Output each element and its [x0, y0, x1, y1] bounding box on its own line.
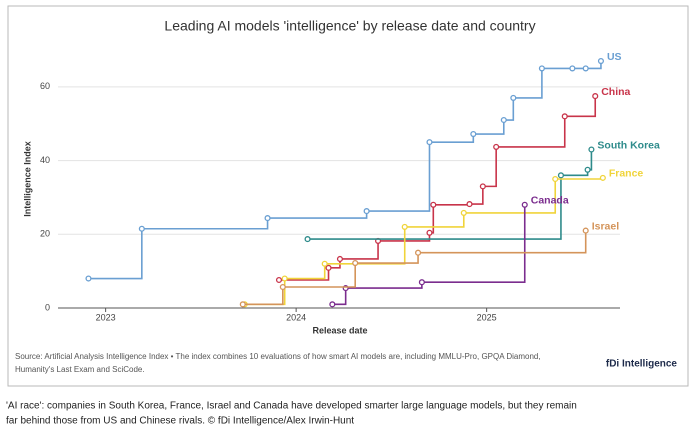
y-tick-label: 60 — [40, 81, 50, 91]
x-axis-label: Release date — [312, 325, 367, 335]
y-tick-label: 0 — [45, 302, 50, 312]
point — [466, 201, 473, 208]
logo: fDi Intelligence — [606, 359, 678, 370]
step-line — [307, 149, 593, 240]
point — [552, 175, 559, 183]
series-label: France — [609, 168, 644, 180]
point — [264, 215, 271, 222]
source-note: Source: Artificial Analysis Intelligence… — [15, 352, 541, 361]
point — [329, 301, 336, 308]
y-tick-label: 40 — [40, 155, 50, 165]
point — [592, 93, 599, 100]
source-note: Humanity's Last Exam and SciCode. — [15, 365, 145, 374]
point — [304, 236, 311, 243]
point — [561, 113, 568, 120]
point — [588, 146, 595, 153]
point — [479, 183, 486, 190]
point — [281, 275, 288, 282]
point — [401, 223, 408, 230]
point — [460, 209, 467, 216]
step-line — [332, 204, 526, 306]
point — [85, 275, 92, 282]
point — [325, 264, 332, 271]
point — [470, 130, 477, 138]
caption: 'AI race': companies in South Korea, Fra… — [6, 401, 577, 412]
y-tick-label: 20 — [40, 229, 50, 239]
point — [584, 166, 591, 173]
point — [430, 201, 437, 208]
point — [275, 276, 283, 284]
series-label: South Korea — [597, 139, 660, 151]
y-axis-label: Intelligence Index — [22, 141, 32, 217]
x-tick-label: 2025 — [477, 312, 497, 322]
point — [521, 201, 528, 208]
point — [582, 65, 589, 72]
point — [569, 65, 576, 72]
series-label: Canada — [531, 195, 569, 207]
x-tick-label: 2024 — [286, 312, 306, 322]
x-tick-label: 2023 — [96, 312, 116, 322]
point — [363, 208, 370, 215]
point — [557, 172, 564, 179]
series-label: US — [607, 51, 622, 63]
point — [597, 58, 604, 65]
point — [493, 143, 500, 150]
series-label: Israel — [592, 220, 620, 232]
point — [279, 283, 286, 291]
point — [138, 225, 145, 232]
point — [426, 139, 433, 146]
point — [599, 174, 606, 181]
point — [538, 65, 545, 72]
point — [321, 260, 328, 267]
series-label: China — [601, 86, 630, 98]
point — [418, 279, 425, 286]
point — [500, 116, 507, 124]
chart-title: Leading AI models 'intelligence' by rele… — [164, 18, 535, 34]
point — [352, 259, 359, 267]
point — [239, 301, 246, 308]
caption: far behind those from US and Chinese riv… — [6, 416, 354, 427]
point — [426, 229, 433, 236]
point — [415, 249, 422, 256]
point — [582, 227, 589, 234]
point — [510, 94, 517, 101]
point — [336, 255, 344, 263]
